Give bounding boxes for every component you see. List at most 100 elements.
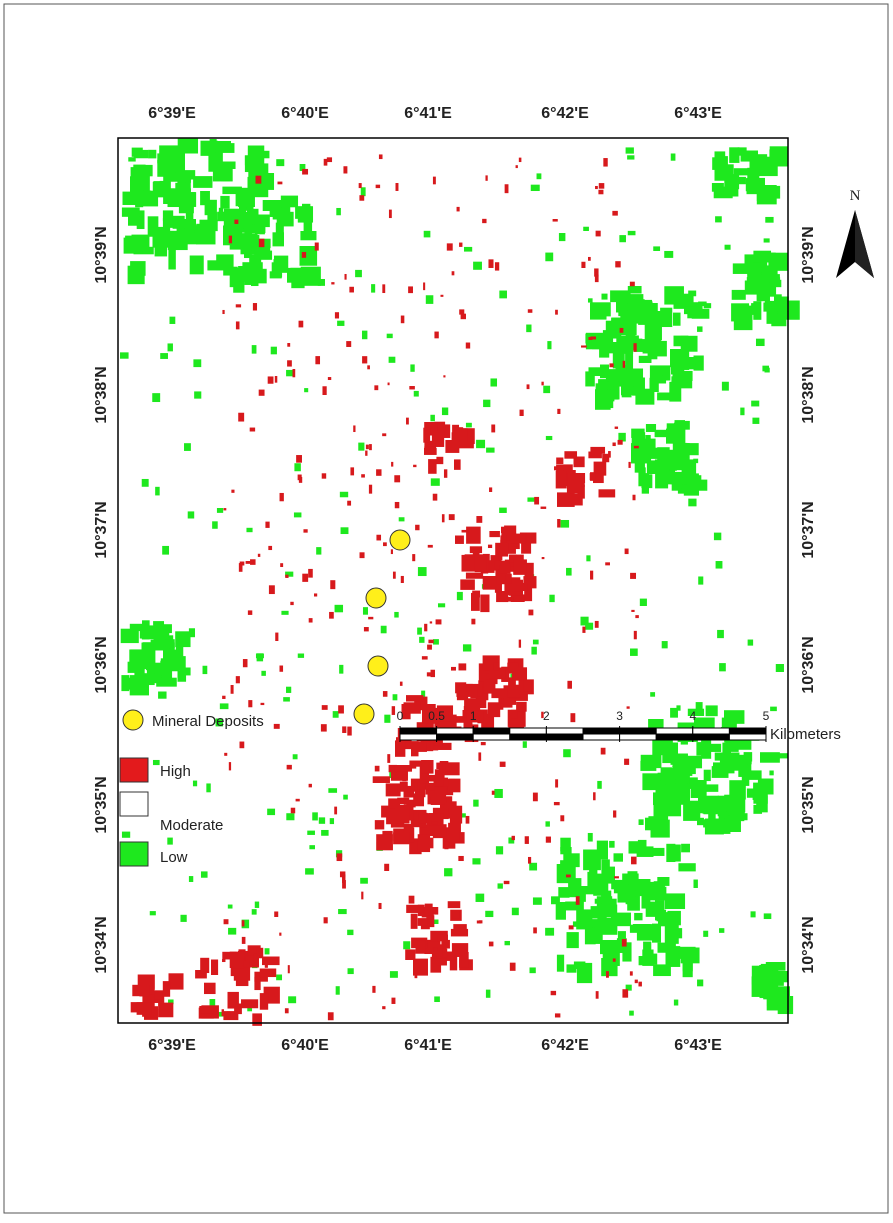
raster-cell [277,181,283,185]
raster-cell [560,815,565,822]
raster-cell [250,559,256,565]
raster-cell [509,962,516,971]
raster-cell [763,913,772,920]
raster-cell [545,927,555,936]
raster-cell [529,967,536,974]
legend-label: Moderate [160,817,223,834]
raster-cell [491,688,508,699]
raster-cell [423,739,431,751]
raster-cell [430,414,435,422]
raster-cell [495,846,504,855]
north-arrow-shade [855,210,874,278]
raster-cell [625,349,634,369]
raster-cell [612,442,616,447]
raster-cell [464,698,481,711]
raster-cell [554,466,559,471]
raster-cell [258,238,265,248]
raster-cell [440,294,444,297]
raster-cell [636,438,656,458]
raster-cell [386,333,393,339]
raster-cell [670,707,678,718]
raster-cell [406,904,424,913]
raster-cell [281,610,289,615]
raster-cell [193,359,202,368]
raster-cell [422,707,439,724]
raster-cell [595,991,599,999]
raster-cell [598,489,616,498]
lat-label: 10°36'N [93,636,110,693]
raster-cell [358,183,362,189]
raster-cell [747,639,754,646]
raster-cell [547,341,552,350]
raster-cell [634,979,638,984]
raster-cell [497,883,503,889]
raster-cell [452,910,460,919]
raster-cell [634,912,643,921]
raster-cell [487,702,501,718]
raster-cell [643,941,652,953]
raster-cell [238,563,243,572]
raster-cell [421,690,426,700]
map-frame [117,137,789,1024]
raster-cell [471,592,480,611]
raster-cell [156,677,177,687]
lat-label: 10°38'N [800,366,817,423]
raster-cell [160,353,168,359]
raster-cell [410,778,423,792]
raster-cell [388,798,401,816]
raster-cell [434,421,446,432]
raster-cell [629,971,633,976]
raster-cell [619,327,624,333]
raster-cell [235,321,240,330]
raster-cell [688,290,697,297]
raster-cell [347,500,352,506]
raster-cell [515,165,518,169]
raster-cell [329,611,334,619]
raster-cell [432,176,436,185]
raster-cell [631,428,645,438]
raster-cell [279,932,282,936]
raster-cell [430,669,436,678]
raster-cell [242,659,248,668]
raster-cell [361,330,368,340]
raster-cell [711,183,724,192]
raster-cell [627,155,635,160]
raster-cell [387,754,391,763]
raster-cell [769,770,774,776]
raster-cell [451,271,455,276]
raster-cell [428,639,434,644]
raster-cell [376,534,382,541]
raster-cell [619,235,626,243]
raster-cell [162,218,178,228]
raster-cell [413,742,427,752]
raster-cell [177,670,187,682]
raster-cell [690,780,707,798]
raster-cell [380,625,387,634]
raster-cell [465,572,484,579]
raster-cell [433,947,438,952]
raster-cell [443,469,448,478]
raster-cell [598,189,604,195]
raster-cell [488,259,494,268]
lon-label: 6°40'E [281,105,329,122]
raster-cell [761,156,776,168]
raster-cell [580,616,589,626]
raster-cell [419,824,436,836]
raster-cell [633,630,637,640]
raster-cell [614,426,619,429]
raster-cell [185,212,194,222]
raster-cell [308,618,313,623]
raster-cell [474,554,487,573]
raster-cell [740,407,745,416]
raster-cell [222,959,226,963]
raster-cell [299,163,306,172]
raster-cell [254,976,261,991]
raster-cell [286,764,292,770]
scale-segment [472,733,511,741]
raster-cell [760,752,780,763]
raster-cell [223,208,244,229]
raster-cell [376,469,382,476]
raster-cell [732,263,752,274]
raster-cell [624,548,629,555]
raster-cell [216,508,224,513]
